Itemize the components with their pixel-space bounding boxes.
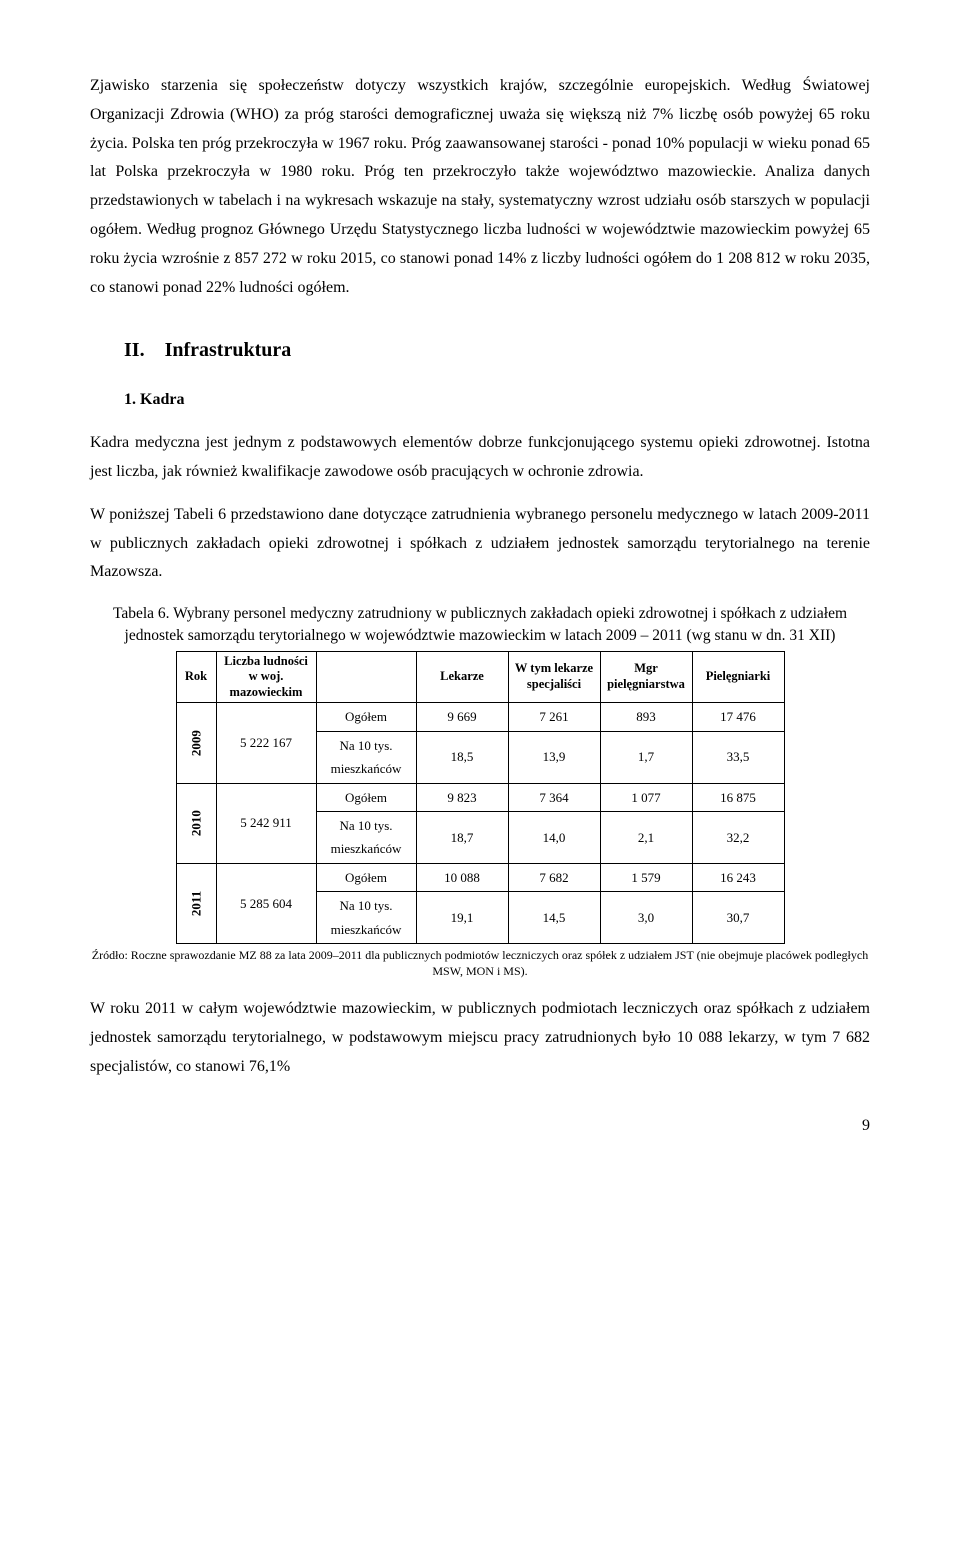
cell-val: 3,0: [600, 892, 692, 944]
th-lekarze: Lekarze: [416, 651, 508, 703]
th-piel: Pielęgniarki: [692, 651, 784, 703]
cell-val: 17 476: [692, 703, 784, 731]
cell-metric: Na 10 tys. mieszkańców: [316, 811, 416, 863]
cell-val: 14,0: [508, 811, 600, 863]
cell-metric: Ogółem: [316, 703, 416, 731]
cell-val: 7 261: [508, 703, 600, 731]
cell-val: 7 364: [508, 783, 600, 811]
cell-metric: Ogółem: [316, 863, 416, 891]
table-6-footnote: Źródło: Roczne sprawozdanie MZ 88 za lat…: [90, 948, 870, 979]
section-heading-infrastruktura: II. Infrastruktura: [124, 332, 870, 368]
cell-val: 1 077: [600, 783, 692, 811]
cell-val: 16 875: [692, 783, 784, 811]
cell-year-2010: 2010: [176, 783, 216, 863]
cell-val: 1,7: [600, 731, 692, 783]
paragraph-3: W poniższej Tabeli 6 przedstawiono dane …: [90, 501, 870, 587]
cell-val: 1 579: [600, 863, 692, 891]
th-mgr: Mgr pielęgniarstwa: [600, 651, 692, 703]
cell-metric: Na 10 tys. mieszkańców: [316, 731, 416, 783]
cell-val: 9 823: [416, 783, 508, 811]
table-row: 2011 5 285 604 Ogółem 10 088 7 682 1 579…: [176, 863, 784, 891]
cell-val: 9 669: [416, 703, 508, 731]
th-pop: Liczba ludności w woj. mazowieckim: [216, 651, 316, 703]
cell-val: 2,1: [600, 811, 692, 863]
cell-val: 32,2: [692, 811, 784, 863]
cell-year-2009: 2009: [176, 703, 216, 783]
table-6: Rok Liczba ludności w woj. mazowieckim L…: [176, 651, 785, 944]
paragraph-1: Zjawisko starzenia się społeczeństw doty…: [90, 72, 870, 302]
cell-val: 30,7: [692, 892, 784, 944]
cell-val: 19,1: [416, 892, 508, 944]
paragraph-4: W roku 2011 w całym województwie mazowie…: [90, 995, 870, 1081]
cell-val: 7 682: [508, 863, 600, 891]
cell-val: 18,5: [416, 731, 508, 783]
table-6-caption: Tabela 6. Wybrany personel medyczny zatr…: [90, 603, 870, 646]
cell-val: 16 243: [692, 863, 784, 891]
cell-val: 33,5: [692, 731, 784, 783]
cell-pop-2009: 5 222 167: [216, 703, 316, 783]
cell-val: 18,7: [416, 811, 508, 863]
cell-pop-2010: 5 242 911: [216, 783, 316, 863]
cell-val: 893: [600, 703, 692, 731]
cell-metric: Na 10 tys. mieszkańców: [316, 892, 416, 944]
table-row: 2010 5 242 911 Ogółem 9 823 7 364 1 077 …: [176, 783, 784, 811]
subsection-heading-kadra: 1. Kadra: [124, 386, 870, 415]
th-rok: Rok: [176, 651, 216, 703]
page-number: 9: [90, 1112, 870, 1141]
cell-metric: Ogółem: [316, 783, 416, 811]
cell-pop-2011: 5 285 604: [216, 863, 316, 943]
paragraph-2: Kadra medyczna jest jednym z podstawowyc…: [90, 429, 870, 487]
table-row: 2009 5 222 167 Ogółem 9 669 7 261 893 17…: [176, 703, 784, 731]
cell-val: 10 088: [416, 863, 508, 891]
th-metric-blank: [316, 651, 416, 703]
cell-val: 13,9: [508, 731, 600, 783]
th-spec: W tym lekarze specjaliści: [508, 651, 600, 703]
cell-year-2011: 2011: [176, 863, 216, 943]
cell-val: 14,5: [508, 892, 600, 944]
table-header-row: Rok Liczba ludności w woj. mazowieckim L…: [176, 651, 784, 703]
